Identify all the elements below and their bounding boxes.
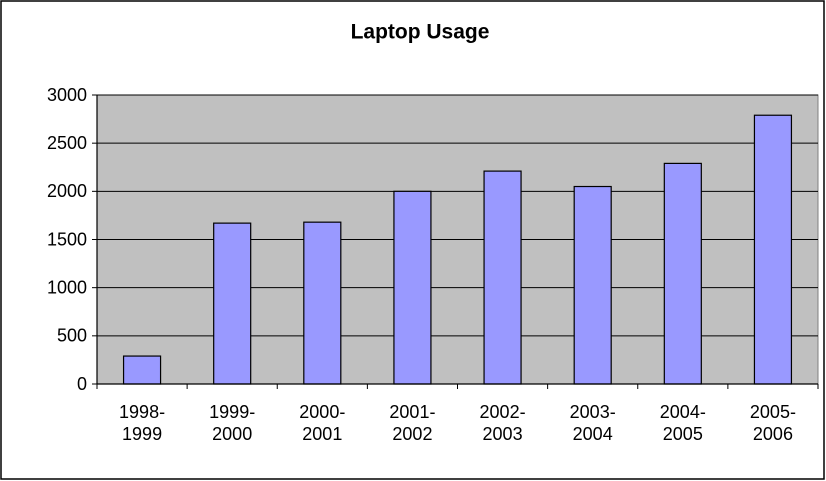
y-tick-label: 500 bbox=[57, 326, 87, 346]
bar bbox=[213, 222, 252, 385]
x-tick-label: 2000-2001 bbox=[299, 402, 346, 444]
x-tick-label: 1998-1999 bbox=[119, 402, 166, 444]
bar bbox=[483, 170, 522, 385]
bar bbox=[122, 355, 162, 385]
x-tick-label: 2005-2006 bbox=[749, 402, 796, 444]
x-tick-label: 2002-2003 bbox=[479, 402, 526, 444]
bar bbox=[303, 221, 342, 385]
bar bbox=[573, 185, 612, 385]
bar bbox=[753, 114, 793, 385]
y-tick-label: 1500 bbox=[47, 229, 87, 249]
x-tick-label: 2003-2004 bbox=[569, 402, 616, 444]
x-tick-label: 2004-2005 bbox=[659, 402, 706, 444]
bar bbox=[663, 162, 702, 385]
y-tick-label: 0 bbox=[77, 374, 87, 394]
bar bbox=[393, 190, 432, 385]
chart-title: Laptop Usage bbox=[351, 21, 490, 44]
x-tick-label: 1999-2000 bbox=[209, 402, 256, 444]
y-tick-label: 1000 bbox=[47, 277, 87, 297]
y-tick-label: 3000 bbox=[47, 85, 87, 105]
y-tick-label: 2500 bbox=[47, 133, 87, 153]
x-tick-label: 2001-2002 bbox=[389, 402, 436, 444]
y-tick-label: 2000 bbox=[47, 181, 87, 201]
